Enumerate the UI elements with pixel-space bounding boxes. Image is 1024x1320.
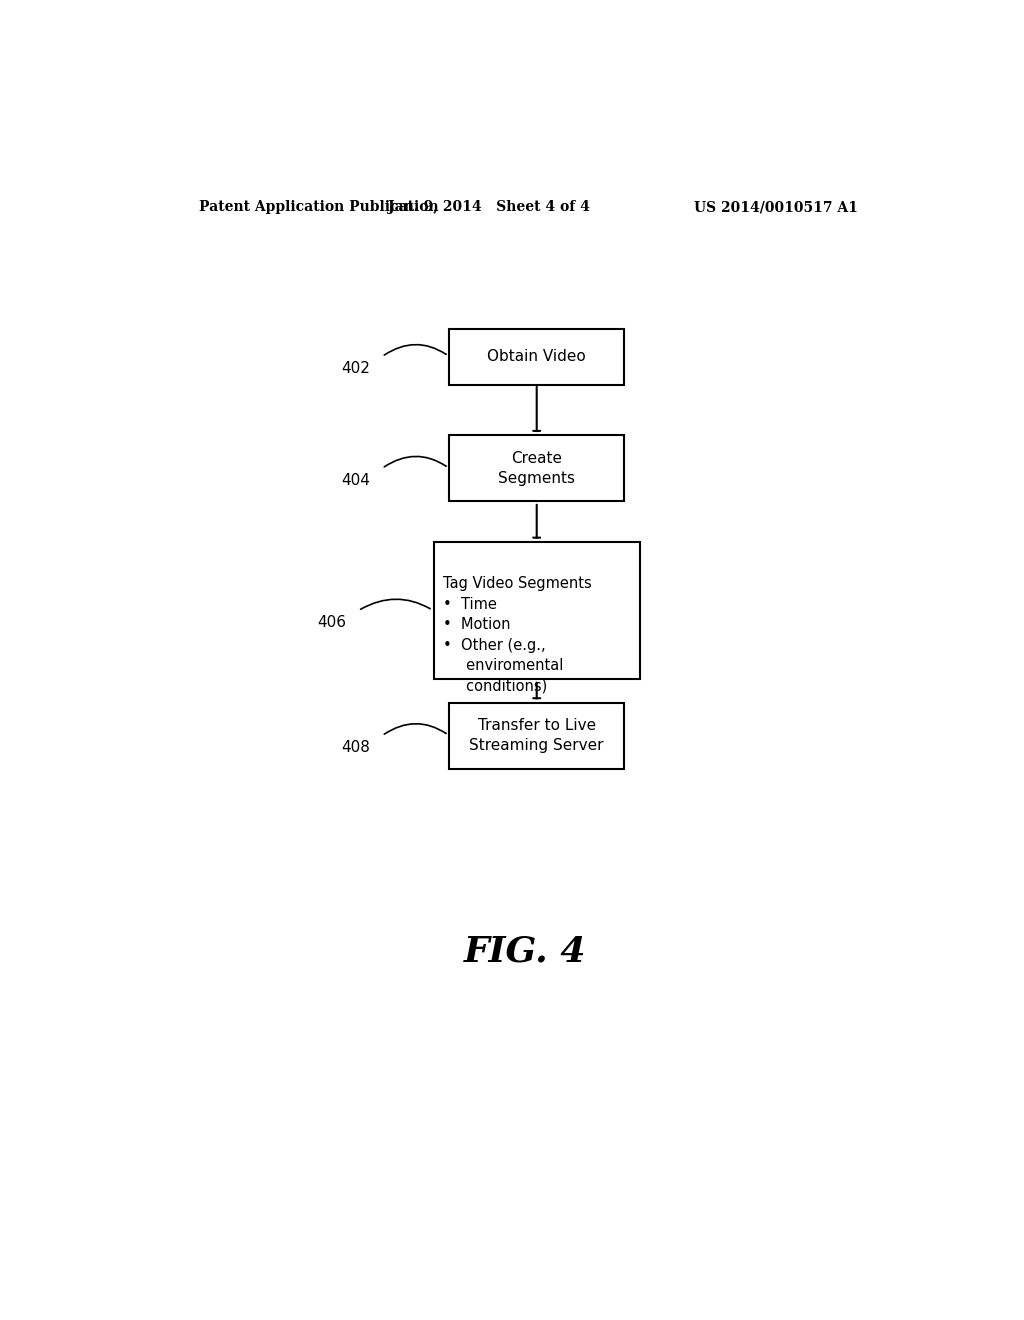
Text: FIG. 4: FIG. 4 <box>464 935 586 968</box>
FancyBboxPatch shape <box>433 543 640 680</box>
Text: Transfer to Live
Streaming Server: Transfer to Live Streaming Server <box>469 718 604 754</box>
Text: 408: 408 <box>341 741 370 755</box>
FancyBboxPatch shape <box>450 329 624 384</box>
Text: 406: 406 <box>317 615 346 631</box>
Text: 404: 404 <box>341 473 370 488</box>
Text: Create
Segments: Create Segments <box>499 451 575 486</box>
Text: Patent Application Publication: Patent Application Publication <box>200 201 439 214</box>
FancyBboxPatch shape <box>450 702 624 768</box>
Text: 402: 402 <box>341 362 370 376</box>
FancyArrowPatch shape <box>384 723 445 734</box>
FancyArrowPatch shape <box>384 457 445 467</box>
Text: Tag Video Segments
•  Time
•  Motion
•  Other (e.g.,
     enviromental
     cond: Tag Video Segments • Time • Motion • Oth… <box>443 577 592 693</box>
Text: Jan. 9, 2014   Sheet 4 of 4: Jan. 9, 2014 Sheet 4 of 4 <box>388 201 590 214</box>
Text: Obtain Video: Obtain Video <box>487 348 586 364</box>
FancyArrowPatch shape <box>360 599 430 610</box>
FancyBboxPatch shape <box>450 436 624 502</box>
Text: US 2014/0010517 A1: US 2014/0010517 A1 <box>694 201 858 214</box>
FancyArrowPatch shape <box>384 345 445 355</box>
